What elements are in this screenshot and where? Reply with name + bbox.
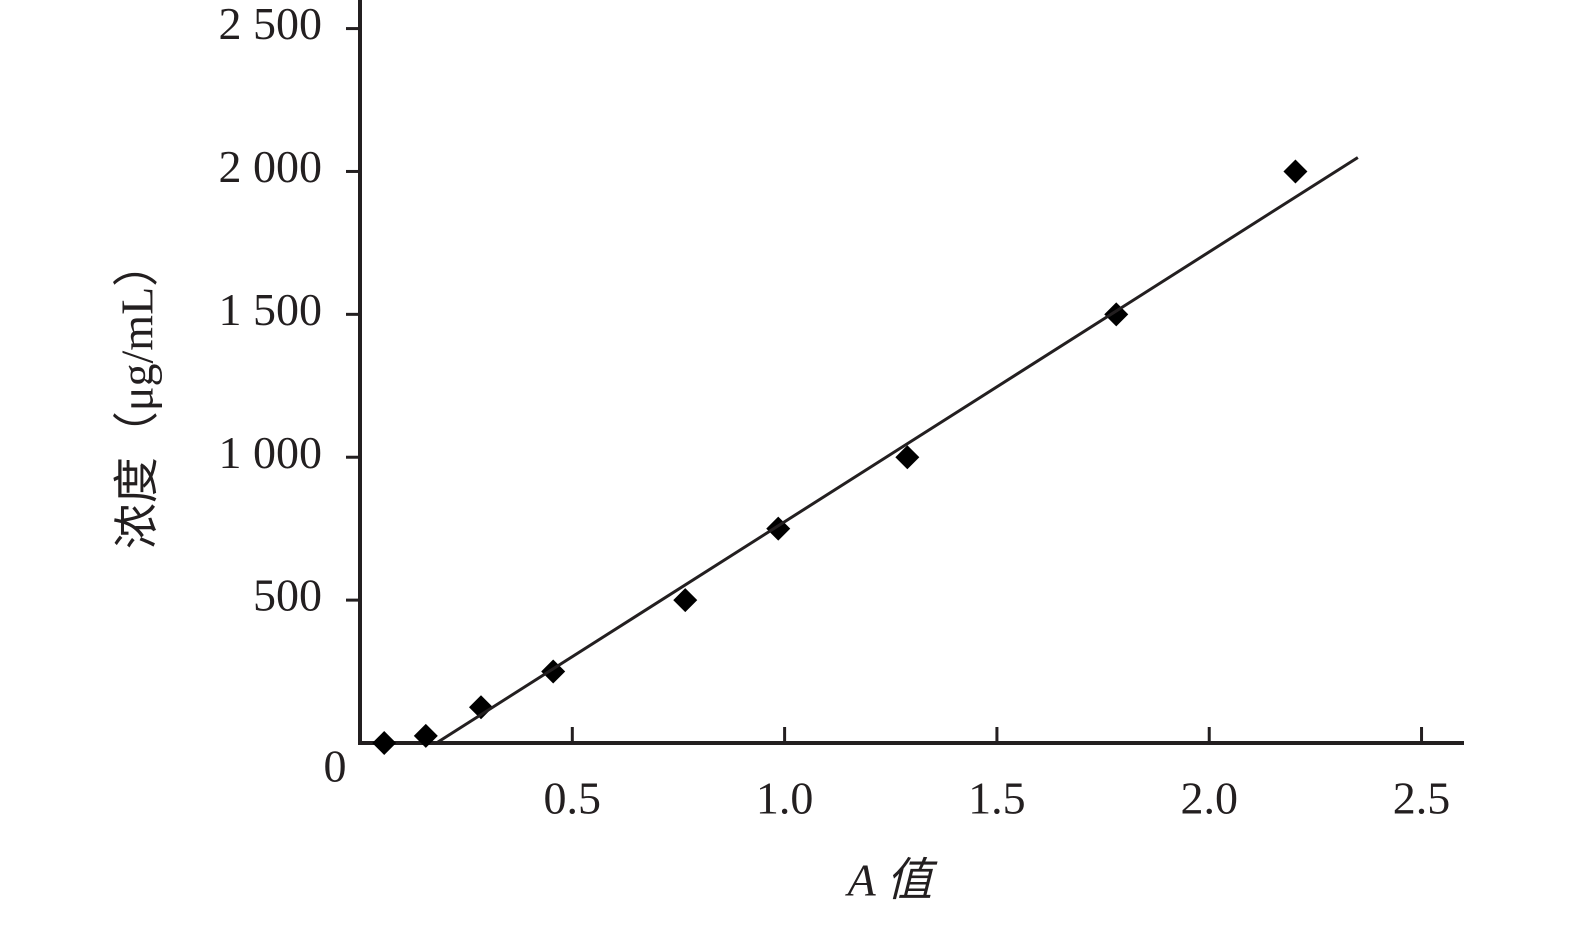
y-tick-label: 500: [253, 570, 322, 621]
x-tick-label: 2.0: [1180, 773, 1238, 824]
y-tick-label: 1 000: [219, 427, 323, 478]
x-tick-label: 1.0: [756, 773, 814, 824]
data-point: [413, 723, 438, 748]
y-axis-label: 浓度（μg/mL）: [112, 241, 163, 549]
y-tick-label: 1 500: [219, 284, 323, 335]
x-tick-label: 0.5: [544, 773, 602, 824]
x-axis-label: A 值: [845, 855, 939, 906]
data-point: [1283, 159, 1308, 184]
x-tick-label: 1.5: [968, 773, 1026, 824]
x-tick-label: 2.5: [1393, 773, 1451, 824]
data-point: [895, 445, 920, 470]
trend-line: [435, 156, 1359, 745]
y-tick-label: 0: [324, 741, 347, 792]
data-point: [469, 695, 494, 720]
y-tick-label: 2 500: [219, 0, 323, 49]
data-point: [673, 588, 698, 613]
y-tick-label: 2 000: [219, 141, 323, 192]
data-point: [372, 731, 397, 755]
